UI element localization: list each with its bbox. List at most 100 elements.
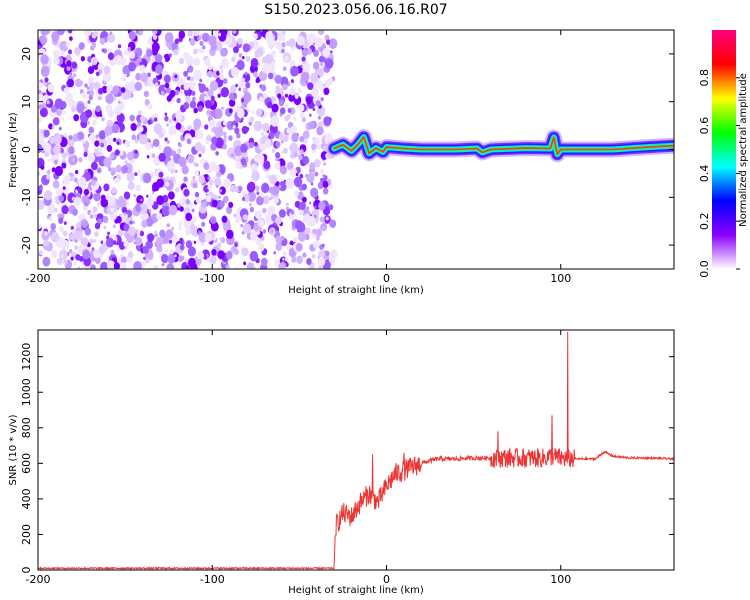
noise-blob xyxy=(75,222,81,229)
noise-blob xyxy=(223,135,227,139)
noise-blob xyxy=(119,150,124,156)
noise-blob xyxy=(289,244,293,249)
noise-blob xyxy=(111,123,120,134)
noise-blob xyxy=(53,134,62,145)
noise-blob xyxy=(193,31,197,35)
noise-blob xyxy=(52,125,55,130)
noise-blob xyxy=(71,105,77,113)
noise-blob xyxy=(277,93,282,99)
noise-blob xyxy=(211,199,218,208)
noise-blob xyxy=(38,185,43,192)
noise-blob xyxy=(249,250,259,262)
noise-blob xyxy=(89,238,94,245)
noise-blob xyxy=(284,257,289,262)
noise-blob xyxy=(110,249,115,255)
noise-blob xyxy=(38,104,44,110)
noise-blob xyxy=(91,247,95,251)
noise-blob xyxy=(78,256,84,262)
noise-blob xyxy=(307,215,316,227)
noise-blob xyxy=(209,80,219,92)
noise-blob xyxy=(261,84,266,91)
noise-blob xyxy=(116,216,122,224)
noise-blob xyxy=(106,260,115,269)
noise-blob xyxy=(114,55,123,65)
noise-blob xyxy=(47,83,55,93)
noise-blob xyxy=(274,162,281,171)
noise-blob xyxy=(262,122,270,132)
noise-blob xyxy=(320,178,323,182)
noise-blob xyxy=(53,49,61,59)
noise-blob xyxy=(87,62,91,67)
noise-blob xyxy=(181,165,189,175)
noise-blob xyxy=(38,200,45,210)
noise-blob xyxy=(296,255,303,264)
noise-blob xyxy=(158,152,166,162)
noise-blob xyxy=(77,266,81,269)
noise-blob xyxy=(40,54,49,65)
noise-blob xyxy=(223,178,231,188)
noise-blob xyxy=(313,49,319,57)
noise-blob xyxy=(126,151,134,161)
x-tick-label: 100 xyxy=(550,573,571,586)
noise-blob xyxy=(218,32,222,37)
noise-blob xyxy=(284,93,288,98)
noise-blob xyxy=(178,221,183,226)
x-tick-label: -200 xyxy=(26,272,51,285)
noise-blob xyxy=(253,71,258,78)
noise-blob xyxy=(266,101,273,109)
noise-blob xyxy=(153,123,163,135)
noise-blob xyxy=(231,56,236,62)
noise-blob xyxy=(62,175,71,186)
noise-blob xyxy=(129,51,136,59)
noise-blob xyxy=(138,125,144,133)
noise-blob xyxy=(324,58,334,69)
noise-blob xyxy=(221,215,228,223)
noise-blob xyxy=(322,243,325,248)
noise-blob xyxy=(200,147,206,154)
noise-blob xyxy=(263,93,268,99)
noise-blob xyxy=(51,167,56,173)
noise-blob xyxy=(127,46,131,51)
noise-blob xyxy=(228,92,235,101)
y-tick-label: 1000 xyxy=(20,378,33,406)
noise-blob xyxy=(176,81,181,86)
noise-blob xyxy=(202,32,210,43)
noise-blob xyxy=(255,47,264,58)
noise-blob xyxy=(294,200,301,208)
noise-blob xyxy=(97,62,105,72)
noise-blob xyxy=(63,132,67,137)
noise-blob xyxy=(164,112,168,116)
noise-blob xyxy=(322,47,331,58)
noise-blob xyxy=(147,103,153,110)
noise-blob xyxy=(87,76,94,84)
noise-blob xyxy=(100,197,109,208)
noise-blob xyxy=(122,77,127,82)
noise-blob xyxy=(211,249,217,256)
snr-series-line xyxy=(38,331,674,570)
noise-blob xyxy=(65,42,70,48)
noise-blob xyxy=(74,78,82,88)
noise-blob xyxy=(166,140,170,144)
noise-blob xyxy=(97,202,100,206)
noise-blob xyxy=(117,44,122,49)
noise-blob xyxy=(40,66,50,77)
noise-blob xyxy=(237,108,245,119)
y-tick-label: 400 xyxy=(20,488,33,509)
noise-blob xyxy=(325,216,329,221)
noise-blob xyxy=(310,72,319,84)
noise-blob xyxy=(165,86,171,94)
noise-blob xyxy=(232,30,237,34)
noise-blob xyxy=(299,111,305,118)
noise-blob xyxy=(90,56,98,66)
x-tick-label: 0 xyxy=(383,573,390,586)
noise-blob xyxy=(242,197,246,201)
noise-blob xyxy=(91,161,98,171)
noise-blob xyxy=(232,125,236,129)
noise-blob xyxy=(68,135,73,140)
noise-blob xyxy=(233,46,239,54)
noise-blob xyxy=(163,146,173,158)
noise-blob xyxy=(58,217,64,224)
noise-blob xyxy=(217,93,221,98)
noise-blob xyxy=(302,62,311,73)
noise-blob xyxy=(89,133,96,142)
